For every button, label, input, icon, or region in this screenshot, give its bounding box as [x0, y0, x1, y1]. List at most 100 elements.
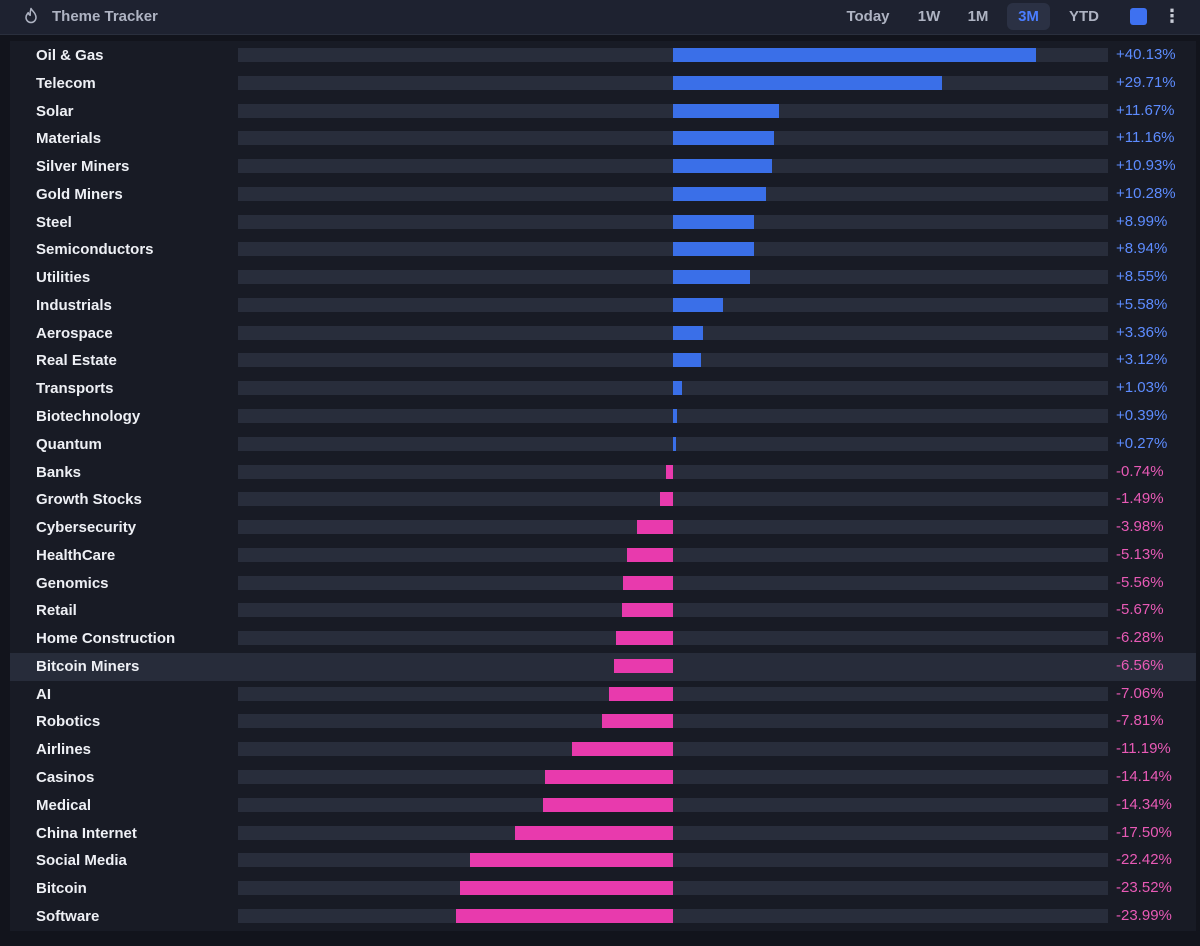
performance-value: +40.13%: [1116, 46, 1176, 63]
performance-value: -23.52%: [1116, 879, 1172, 897]
theme-row[interactable]: Bitcoin Miners -6.56%: [10, 652, 1196, 681]
theme-row[interactable]: Solar +11.67%: [10, 98, 1196, 126]
theme-row[interactable]: Industrials +5.58%: [10, 292, 1196, 320]
bar-track: [238, 659, 1108, 673]
bar-track: [238, 742, 1108, 757]
theme-name: Bitcoin Miners: [36, 657, 140, 675]
performance-value: +0.27%: [1116, 434, 1168, 452]
app-header: Theme Tracker Today 1W 1M 3M YTD ⋮: [0, 0, 1200, 35]
performance-bar: [455, 908, 673, 923]
theme-row[interactable]: Oil & Gas +40.13%: [10, 42, 1196, 70]
theme-row[interactable]: Home Construction -6.28%: [10, 625, 1196, 653]
bar-track: [238, 575, 1108, 590]
theme-row[interactable]: Silver Miners +10.93%: [10, 153, 1196, 181]
performance-value: +10.28%: [1116, 184, 1176, 202]
performance-bar: [626, 547, 673, 562]
theme-row[interactable]: Transports +1.03%: [10, 375, 1196, 403]
theme-name: Steel: [36, 213, 72, 231]
theme-name: Aerospace: [36, 324, 113, 342]
theme-row[interactable]: Telecom +29.71%: [10, 70, 1196, 98]
performance-value: +0.39%: [1116, 407, 1168, 424]
performance-bar: [659, 492, 673, 507]
performance-bar: [613, 658, 673, 673]
theme-name: Semiconductors: [36, 241, 154, 259]
bar-track: [238, 881, 1108, 896]
theme-name: Quantum: [36, 435, 102, 453]
theme-row[interactable]: Gold Miners +10.28%: [10, 181, 1196, 209]
performance-bar: [621, 603, 673, 618]
performance-bar: [673, 186, 767, 201]
performance-value: +8.99%: [1116, 212, 1168, 230]
performance-value: -7.06%: [1116, 684, 1164, 702]
performance-bar: [622, 575, 673, 590]
theme-row[interactable]: AI -7.06%: [10, 681, 1196, 709]
theme-row[interactable]: Software -23.99%: [10, 903, 1196, 931]
theme-row[interactable]: Banks -0.74%: [10, 459, 1196, 487]
theme-name: Retail: [36, 602, 77, 620]
theme-name: Gold Miners: [36, 185, 123, 203]
color-swatch-button[interactable]: [1130, 8, 1147, 25]
tab-1w[interactable]: 1W: [917, 8, 941, 25]
theme-row[interactable]: Aerospace +3.36%: [10, 320, 1196, 348]
theme-row[interactable]: Robotics -7.81%: [10, 708, 1196, 736]
theme-row[interactable]: Medical -14.34%: [10, 792, 1196, 820]
theme-row[interactable]: Growth Stocks -1.49%: [10, 486, 1196, 514]
theme-name: HealthCare: [36, 546, 116, 564]
theme-row[interactable]: Semiconductors +8.94%: [10, 236, 1196, 264]
performance-value: -1.49%: [1116, 490, 1164, 508]
theme-row[interactable]: Steel +8.99%: [10, 209, 1196, 237]
performance-value: -7.81%: [1116, 712, 1164, 730]
theme-name: Software: [36, 907, 100, 925]
theme-row[interactable]: Retail -5.67%: [10, 597, 1196, 625]
tab-3m[interactable]: 3M: [1007, 3, 1050, 30]
performance-value: +8.94%: [1116, 240, 1168, 258]
performance-bar: [470, 853, 673, 868]
app-title: Theme Tracker: [52, 8, 158, 25]
theme-row[interactable]: Biotechnology +0.39%: [10, 403, 1196, 431]
theme-row[interactable]: HealthCare -5.13%: [10, 542, 1196, 570]
theme-row[interactable]: Airlines -11.19%: [10, 736, 1196, 764]
performance-value: +10.93%: [1116, 157, 1176, 175]
theme-row[interactable]: Bitcoin -23.52%: [10, 875, 1196, 903]
performance-bar: [543, 797, 673, 812]
theme-row[interactable]: Real Estate +3.12%: [10, 347, 1196, 375]
tab-ytd[interactable]: YTD: [1069, 8, 1099, 25]
performance-value: +1.03%: [1116, 379, 1168, 397]
performance-bar: [673, 75, 942, 90]
theme-name: Transports: [36, 380, 114, 398]
theme-name: Solar: [36, 102, 74, 120]
performance-value: +11.67%: [1116, 101, 1175, 119]
theme-name: Home Construction: [36, 630, 176, 648]
performance-value: -3.98%: [1116, 518, 1164, 536]
theme-name: AI: [36, 685, 51, 703]
theme-name: China Internet: [36, 824, 137, 842]
bar-track: [238, 825, 1108, 840]
performance-value: +11.16%: [1116, 129, 1175, 147]
theme-name: Biotechnology: [36, 408, 141, 425]
theme-row[interactable]: Utilities +8.55%: [10, 264, 1196, 292]
performance-bar: [673, 242, 754, 257]
theme-row[interactable]: Casinos -14.14%: [10, 764, 1196, 792]
theme-row[interactable]: China Internet -17.50%: [10, 820, 1196, 848]
theme-row[interactable]: Materials +11.16%: [10, 125, 1196, 153]
more-options-icon[interactable]: ⋮: [1163, 6, 1181, 26]
theme-name: Medical: [36, 796, 92, 814]
tab-today[interactable]: Today: [846, 8, 890, 25]
theme-name: Growth Stocks: [36, 491, 142, 509]
theme-name: Utilities: [36, 269, 91, 287]
performance-bar: [609, 686, 673, 701]
performance-value: -5.67%: [1116, 601, 1164, 619]
performance-bar: [673, 103, 779, 118]
theme-row[interactable]: Genomics -5.56%: [10, 570, 1196, 598]
performance-bar: [673, 353, 702, 368]
performance-value: +3.12%: [1116, 351, 1168, 369]
performance-bar: [673, 131, 774, 146]
theme-row[interactable]: Cybersecurity -3.98%: [10, 514, 1196, 542]
bar-track: [238, 464, 1108, 479]
theme-name: Oil & Gas: [36, 47, 104, 64]
tab-1m[interactable]: 1M: [967, 8, 989, 25]
performance-bar: [616, 631, 673, 646]
performance-bar: [673, 270, 751, 285]
theme-row[interactable]: Social Media -22.42%: [10, 847, 1196, 875]
theme-row[interactable]: Quantum +0.27%: [10, 431, 1196, 459]
